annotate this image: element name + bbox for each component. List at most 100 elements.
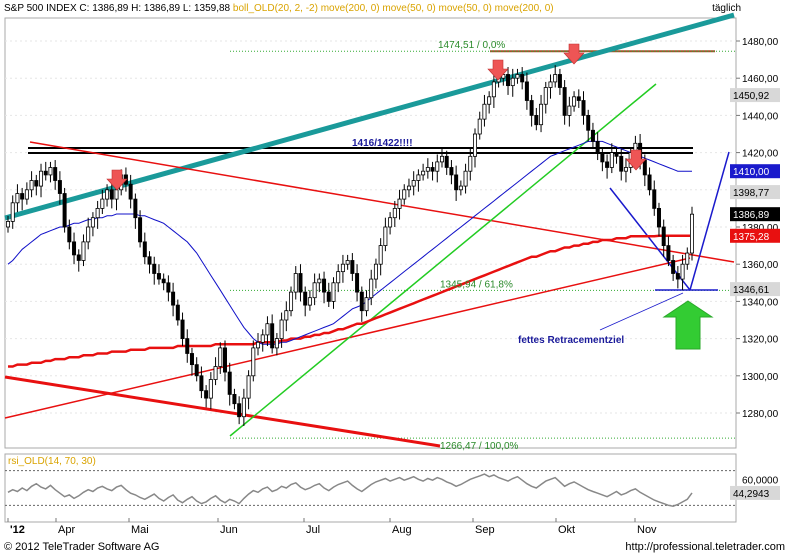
candle-body	[553, 74, 558, 83]
candle-body	[24, 189, 29, 200]
candle-body	[373, 263, 378, 280]
candle	[388, 212, 393, 235]
candle-body	[331, 282, 336, 302]
fib-level-label: 1345,94 / 61,8%	[440, 279, 513, 290]
candle-body	[142, 241, 147, 258]
price-label-box	[730, 88, 780, 103]
candle-body	[298, 273, 303, 293]
candle-body	[20, 193, 25, 200]
candle	[369, 269, 374, 306]
rsi-last-text: 44,2943	[733, 489, 770, 500]
candle	[95, 200, 100, 229]
candle-body	[595, 141, 600, 154]
candle	[303, 286, 308, 317]
candle	[48, 161, 53, 183]
candle	[274, 333, 279, 356]
candle-body	[175, 304, 180, 321]
candle	[581, 91, 586, 125]
candle-body	[666, 245, 671, 261]
candle-body	[284, 310, 289, 321]
candle	[444, 150, 449, 175]
candle	[600, 147, 605, 172]
candle-body	[529, 100, 534, 116]
candle-body	[642, 159, 647, 176]
candle-body	[444, 155, 449, 168]
candle	[326, 282, 331, 307]
candle	[359, 286, 364, 322]
candle	[671, 254, 676, 281]
candle-body	[326, 291, 331, 302]
candle-body	[156, 273, 161, 280]
candle	[468, 147, 473, 181]
candle-body	[289, 291, 294, 312]
candle-body	[402, 189, 407, 200]
candle-body	[581, 100, 586, 116]
source-url[interactable]: http://professional.teletrader.com	[625, 541, 785, 553]
candle-body	[383, 226, 388, 247]
candle	[435, 154, 440, 183]
candle-body	[421, 170, 426, 176]
candle	[171, 282, 176, 317]
candle-body	[623, 167, 628, 172]
candle-body	[199, 375, 204, 392]
candle	[237, 396, 242, 425]
candle	[397, 189, 402, 220]
candle-body	[609, 152, 614, 168]
candle-body	[605, 161, 610, 168]
candle	[90, 212, 95, 237]
candle	[293, 266, 298, 300]
candle	[661, 219, 666, 257]
candle	[138, 210, 143, 248]
candle	[86, 217, 91, 250]
up-arrow-icon	[662, 300, 714, 350]
candle	[439, 147, 444, 168]
candle-body	[317, 278, 322, 284]
candle-body	[48, 167, 53, 176]
candle-body	[355, 273, 360, 293]
rsi-tick-label: 60,0000	[742, 475, 779, 486]
candle-body	[439, 155, 444, 163]
candle	[298, 264, 303, 302]
candle-body	[100, 198, 105, 209]
period-label[interactable]: täglich	[712, 3, 741, 14]
candle	[128, 174, 133, 209]
candle	[340, 254, 345, 283]
candle-body	[43, 170, 48, 176]
candle	[534, 107, 539, 131]
y-tick-label: 1320,00	[742, 335, 779, 346]
candle-body	[34, 180, 39, 187]
candle-body	[53, 167, 58, 181]
candle	[609, 143, 614, 174]
candle-body	[510, 77, 515, 87]
ohlc-readout: C: 1386,89 H: 1386,89 L: 1359,88	[79, 3, 231, 14]
instrument-name: S&P 500 INDEX	[4, 3, 77, 14]
candle-body	[29, 180, 34, 191]
price-label-text: 1398,77	[733, 188, 770, 199]
resistance-label: 1416/1422!!!!	[352, 138, 413, 149]
candle	[614, 147, 619, 164]
x-month-label: Jul	[306, 524, 320, 536]
candle	[194, 357, 199, 382]
candle-body	[322, 278, 327, 293]
candle-body	[619, 155, 624, 172]
candle	[156, 264, 161, 285]
candle	[53, 160, 58, 190]
fib-level-label: 1266,47 / 100,0%	[440, 441, 519, 452]
candle-body	[572, 96, 577, 107]
candle-body	[204, 390, 209, 399]
candle-body	[557, 74, 562, 88]
candle-body	[227, 371, 232, 395]
candle-body	[293, 273, 298, 293]
candle	[473, 128, 478, 168]
candle-body	[656, 207, 661, 228]
candle-body	[359, 291, 364, 312]
candle	[105, 184, 110, 207]
down-arrow-icon	[625, 149, 647, 171]
chart-header: S&P 500 INDEX C: 1386,89 H: 1386,89 L: 1…	[4, 3, 554, 14]
candle-body	[222, 347, 227, 373]
candle-body	[241, 397, 246, 418]
candle-body	[364, 297, 369, 312]
candle	[180, 312, 185, 347]
